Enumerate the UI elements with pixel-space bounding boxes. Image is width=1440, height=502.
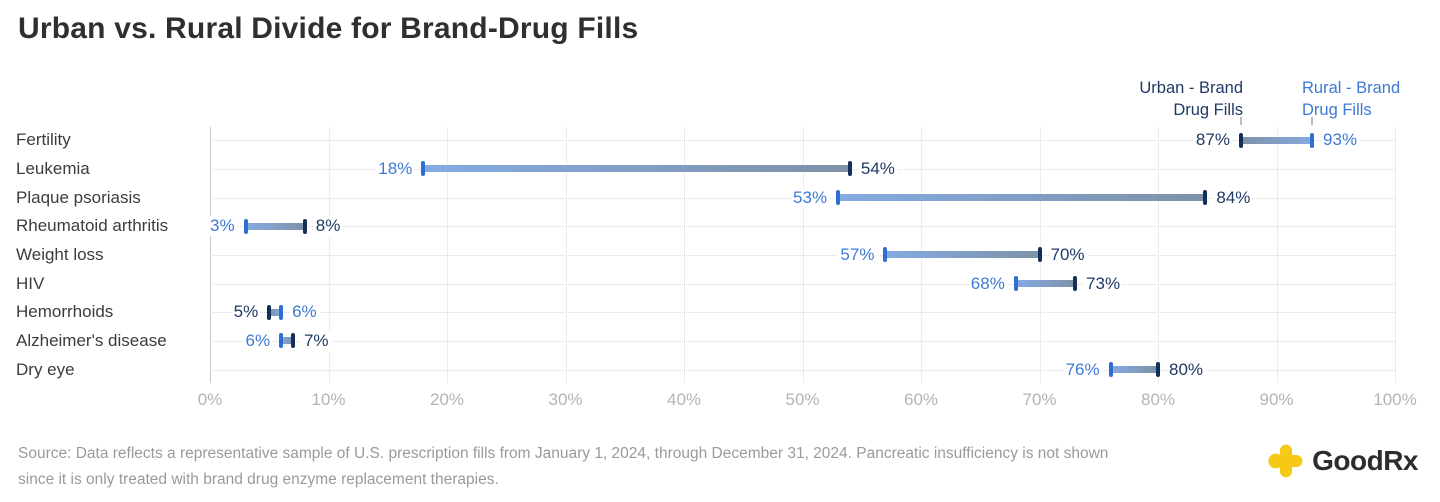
x-axis: 0% 10% 20% 30% 40% 50% 60% 70% 80% 90% 100% <box>198 390 1417 414</box>
source-line2: since it is only treated with brand drug… <box>18 471 499 488</box>
rural-value-label: 53% <box>791 187 830 208</box>
x-axis-label: 40% <box>666 390 702 409</box>
category-label: Alzheimer's disease <box>16 330 167 350</box>
source-line1: Source: Data reflects a representative s… <box>18 445 1109 462</box>
dumbbell-bar <box>281 337 293 345</box>
x-axis-label: 50% <box>785 390 820 409</box>
category-label: Leukemia <box>16 158 90 178</box>
row-guide-line <box>210 340 1395 342</box>
rural-value-label: 6% <box>290 302 319 323</box>
legend-rural-line1: Rural - Brand <box>1302 79 1401 97</box>
rural-value-label: 76% <box>1063 359 1102 380</box>
row-guide-line <box>210 254 1395 256</box>
urban-cap <box>267 304 272 320</box>
urban-value-label: 84% <box>1214 187 1253 208</box>
x-axis-label: 70% <box>1022 390 1057 409</box>
x-axis-label: 60% <box>903 390 939 409</box>
dumbbell-bar <box>1015 280 1076 288</box>
legend-rural-line2: Drug Fills <box>1302 101 1372 119</box>
dumbbell-bar <box>885 251 1040 259</box>
category-labels: Fertility Leukemia Plaque psoriasis Rheumat… <box>16 127 206 383</box>
category-label: Weight loss <box>16 244 104 264</box>
rural-value-label: 93% <box>1321 130 1360 151</box>
rural-cap <box>1108 362 1113 377</box>
category-label: Dry eye <box>16 359 75 379</box>
legend-rural-label: Rural - Brand Drug Fills <box>1302 77 1400 121</box>
urban-cap <box>847 161 852 177</box>
x-axis-label: 90% <box>1259 390 1294 409</box>
rural-value-label: 6% <box>243 330 273 351</box>
rural-value-label: 68% <box>968 273 1007 294</box>
x-axis-label: 10% <box>311 390 346 409</box>
urban-value-label: 70% <box>1048 244 1087 265</box>
urban-value-label: 54% <box>858 158 897 179</box>
source-note: Source: Data reflects a representative s… <box>18 441 1108 493</box>
rural-cap <box>279 304 284 320</box>
rural-cap <box>836 190 841 206</box>
urban-cap <box>1238 132 1243 148</box>
goodrx-cross-icon <box>1268 444 1303 478</box>
category-label: Hemorrhoids <box>16 302 114 322</box>
x-axis-label: 80% <box>1140 390 1176 409</box>
urban-cap <box>1156 362 1160 377</box>
dumbbell-bar <box>1240 136 1313 144</box>
urban-value-label: 87% <box>1193 130 1232 151</box>
dumbbell-bar <box>1110 366 1158 373</box>
plot-area: 87% 93% 18% 54% 53% 84% 3% 8% 57% 70% 68% 73% 5% 6% 6%… <box>207 127 1396 383</box>
urban-cap <box>290 333 295 349</box>
urban-cap <box>1203 190 1208 206</box>
urban-cap <box>1037 247 1042 263</box>
x-axis-label: 20% <box>429 390 465 409</box>
rural-value-label: 3% <box>207 216 237 237</box>
gridline <box>1395 127 1396 383</box>
row-guide-line <box>210 312 1395 314</box>
rural-value-label: 18% <box>376 158 415 179</box>
rural-cap <box>1310 132 1315 148</box>
urban-value-label: 80% <box>1167 359 1206 380</box>
urban-cap <box>1073 276 1078 292</box>
row-guide-line <box>210 369 1395 371</box>
urban-value-label: 73% <box>1084 273 1123 294</box>
dumbbell-bar <box>269 308 282 316</box>
goodrx-logo: GoodRx <box>1267 442 1418 480</box>
urban-value-label: 8% <box>313 216 343 237</box>
rural-value-label: 57% <box>838 244 877 265</box>
legend-urban-label: Urban - Brand Drug Fills <box>1139 77 1243 121</box>
goodrx-logo-text: GoodRx <box>1312 445 1418 476</box>
rural-cap <box>421 161 426 177</box>
category-label: Plaque psoriasis <box>16 187 141 207</box>
rural-cap <box>1013 276 1018 292</box>
urban-value-label: 5% <box>231 302 261 323</box>
dumbbell-bar <box>838 194 1206 202</box>
chart-title: Urban vs. Rural Divide for Brand-Drug Fi… <box>18 12 639 45</box>
legend-urban-line1: Urban - Brand <box>1139 79 1243 97</box>
dumbbell-bar <box>245 222 305 230</box>
legend-urban-line2: Drug Fills <box>1173 101 1243 119</box>
rural-cap <box>279 333 284 349</box>
legend-leader-tick-rural <box>1311 117 1313 125</box>
rural-cap <box>883 247 888 263</box>
row-guide-line <box>210 283 1395 285</box>
x-axis-label: 30% <box>548 390 583 409</box>
row-guide-line <box>210 226 1395 228</box>
category-label: Rheumatoid arthritis <box>16 216 169 236</box>
x-axis-label: 0% <box>197 390 223 409</box>
legend-leader-tick-urban <box>1240 117 1242 125</box>
dumbbell-bar <box>423 165 850 173</box>
row-guide-line <box>210 140 1395 142</box>
x-axis-label: 100% <box>1373 390 1417 409</box>
urban-value-label: 7% <box>301 330 331 351</box>
rural-cap <box>243 218 248 234</box>
urban-cap <box>302 218 307 234</box>
category-label: HIV <box>16 273 45 293</box>
category-label: Fertility <box>16 130 71 150</box>
